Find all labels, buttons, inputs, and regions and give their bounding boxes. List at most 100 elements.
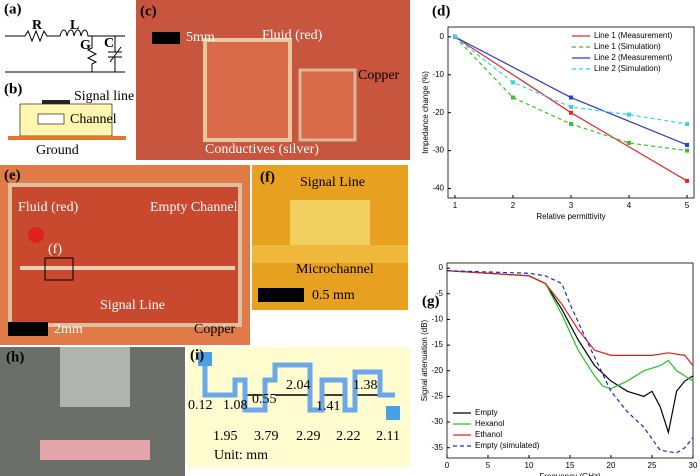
y-tick-label: -25 xyxy=(431,392,443,401)
scale-text: 5mm xyxy=(186,30,215,45)
label: (f) xyxy=(48,242,62,257)
dimension: 0.55 xyxy=(252,392,277,407)
dimension: 2.29 xyxy=(296,429,321,444)
panel-label: (e) xyxy=(4,167,21,183)
x-tick-label: 1 xyxy=(453,201,458,210)
y-tick-label: -10 xyxy=(431,315,443,324)
panel-label: (c) xyxy=(140,3,157,19)
marker xyxy=(569,95,573,100)
device xyxy=(8,183,242,327)
channel xyxy=(202,358,395,413)
x-tick-label: 4 xyxy=(627,201,632,210)
marker xyxy=(685,122,690,127)
legend-label: Empty (simulated) xyxy=(475,441,540,450)
probe xyxy=(60,347,130,407)
dimension: 1.95 xyxy=(213,429,238,444)
dimension: 3.79 xyxy=(254,429,279,444)
outlet xyxy=(386,406,400,420)
symbol: R xyxy=(32,18,43,33)
legend-label: Empty xyxy=(475,408,498,417)
dimension: 2.22 xyxy=(336,429,361,444)
label: Channel xyxy=(70,112,117,127)
label: Ground xyxy=(36,143,79,158)
capacitor-c xyxy=(108,36,122,72)
y-tick-label: -30 xyxy=(432,146,444,155)
channel xyxy=(37,113,65,125)
label: Fluid (red) xyxy=(262,28,323,43)
legend-label: Line 1 (Measurement) xyxy=(594,31,673,40)
scale-text: 2mm xyxy=(54,322,83,337)
scale-bar xyxy=(258,288,304,302)
x-tick-label: 0 xyxy=(445,461,450,470)
marker xyxy=(685,148,690,153)
y-axis-title: Signal attenuation (dB) xyxy=(420,319,429,401)
circuit-diagram xyxy=(5,29,125,73)
marker xyxy=(685,178,690,183)
device xyxy=(298,68,357,142)
dimension: 2.11 xyxy=(376,429,400,444)
fluid xyxy=(28,227,44,243)
label: Signal Line xyxy=(300,175,365,190)
label: Signal Line xyxy=(100,298,165,313)
marker xyxy=(627,112,632,117)
label: Copper xyxy=(194,322,236,337)
marker xyxy=(627,141,632,146)
marker xyxy=(510,95,515,100)
microchannel xyxy=(252,245,408,263)
series-line xyxy=(446,270,694,390)
device xyxy=(40,440,150,460)
y-tick-label: -10 xyxy=(432,70,444,79)
ground xyxy=(8,136,126,140)
x-tick-label: 5 xyxy=(486,461,491,470)
x-tick-label: 15 xyxy=(566,461,575,470)
label: Conductives (silver) xyxy=(205,142,319,157)
legend-label: Hexanol xyxy=(475,419,505,428)
device xyxy=(203,38,292,142)
series-line xyxy=(446,270,694,454)
marker xyxy=(569,105,573,110)
x-tick-label: 20 xyxy=(607,461,616,470)
label: Fluid (red) xyxy=(18,200,79,215)
panel-label: (g) xyxy=(422,293,440,309)
panel-label: (b) xyxy=(4,81,22,97)
resistor-g xyxy=(86,36,98,72)
x-tick-label: 5 xyxy=(685,201,690,210)
legend-label: Line 2 (Measurement) xyxy=(594,53,673,62)
panel-label: (d) xyxy=(432,3,450,19)
marker xyxy=(510,80,515,85)
y-tick-label: -20 xyxy=(431,366,443,375)
y-tick-label: -40 xyxy=(432,184,444,193)
y-axis-title: Impedance change (%) xyxy=(421,71,430,154)
label: Signal line xyxy=(74,89,134,104)
x-tick-label: 30 xyxy=(689,461,698,470)
x-axis-title: Frequency (GHz) xyxy=(539,472,601,476)
x-axis-title: Relative permittivity xyxy=(536,212,605,221)
unit: Unit: mm xyxy=(214,448,268,463)
panel-label: (a) xyxy=(4,1,22,17)
label: Microchannel xyxy=(296,262,374,277)
marker xyxy=(569,122,573,127)
marker xyxy=(569,110,573,115)
legend-label: Ethanol xyxy=(475,430,502,439)
zoom-box xyxy=(44,257,74,281)
label: Copper xyxy=(358,68,400,83)
signal-line xyxy=(42,100,70,104)
dimension: 0.12 xyxy=(188,398,213,413)
marker xyxy=(685,142,690,147)
panel-label: (i) xyxy=(190,347,204,363)
dimension: 2.04 xyxy=(286,378,311,393)
x-tick-label: 2 xyxy=(511,201,516,210)
scale-bar xyxy=(8,322,48,336)
plot-area xyxy=(446,262,694,459)
dimension: 1.41 xyxy=(316,399,341,414)
top-wire xyxy=(5,29,125,43)
y-tick-label: 0 xyxy=(439,263,444,272)
x-tick-label: 25 xyxy=(648,461,657,470)
panel-label: (h) xyxy=(6,349,24,365)
x-tick-label: 3 xyxy=(569,201,574,210)
x-tick-label: 10 xyxy=(525,461,534,470)
scale-bar xyxy=(152,32,180,44)
scale-text: 0.5 mm xyxy=(312,288,355,303)
